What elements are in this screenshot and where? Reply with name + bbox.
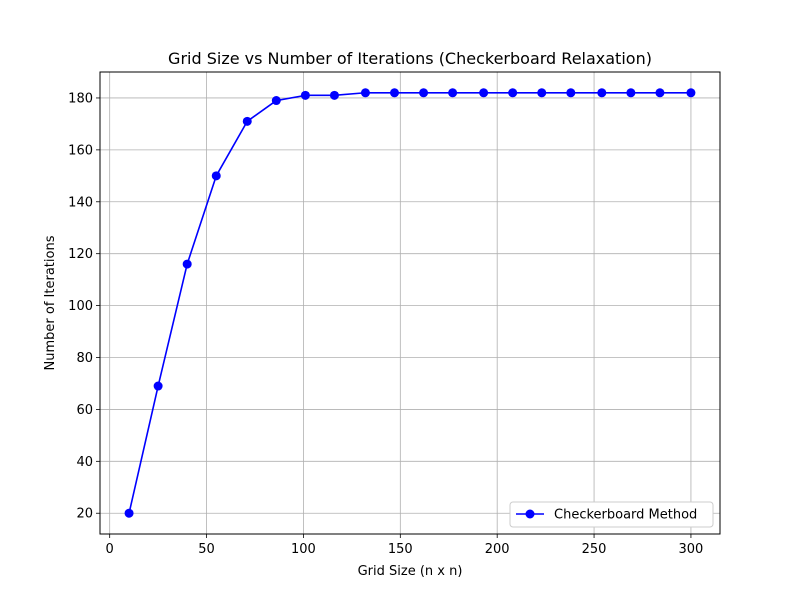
data-point xyxy=(597,88,607,98)
y-tick-label: 180 xyxy=(68,91,93,106)
data-point xyxy=(448,88,458,98)
data-point xyxy=(537,88,547,98)
data-point xyxy=(211,171,221,181)
series-line xyxy=(128,91,691,514)
legend: Checkerboard Method xyxy=(509,501,714,528)
x-tick-label: 100 xyxy=(291,542,316,557)
data-point xyxy=(655,88,665,98)
data-point xyxy=(479,88,489,98)
y-tick-label: 120 xyxy=(68,247,93,262)
data-point xyxy=(390,88,399,98)
data-point xyxy=(360,88,370,98)
x-tick-label: 50 xyxy=(198,542,215,557)
x-tick-label: 150 xyxy=(388,542,413,557)
legend-marker-swatch xyxy=(525,509,535,519)
chart-title: Grid Size vs Number of Iterations (Check… xyxy=(168,49,652,68)
data-point xyxy=(329,90,339,100)
y-tick-label: 60 xyxy=(76,403,93,418)
data-point xyxy=(153,381,163,391)
plot-frame xyxy=(99,71,721,535)
data-point xyxy=(124,508,134,518)
x-tick-label: 300 xyxy=(679,542,704,557)
series-layer xyxy=(124,88,696,518)
y-tick-label: 40 xyxy=(76,455,93,470)
data-point xyxy=(686,88,696,98)
x-axis-ticks: 0 50 100 150 200 250 300 xyxy=(106,534,704,557)
data-point xyxy=(182,259,192,269)
y-tick-label: 140 xyxy=(68,195,93,210)
data-point xyxy=(566,88,576,98)
data-point xyxy=(271,96,281,106)
data-point xyxy=(300,90,310,100)
y-axis-ticks: 20 40 60 80 100 120 140 160 180 xyxy=(68,91,100,522)
y-tick-label: 20 xyxy=(76,507,93,522)
y-tick-label: 100 xyxy=(68,299,93,314)
legend-label: Checkerboard Method xyxy=(554,508,697,523)
x-tick-label: 0 xyxy=(106,542,114,557)
y-tick-label: 160 xyxy=(68,143,93,158)
x-tick-label: 250 xyxy=(582,542,607,557)
legend-box xyxy=(509,501,714,528)
x-tick-label: 200 xyxy=(485,542,510,557)
data-point xyxy=(419,88,429,98)
data-point xyxy=(508,88,518,98)
x-axis-label: Grid Size (n x n) xyxy=(358,564,463,579)
y-axis-label: Number of Iterations xyxy=(43,235,58,370)
y-tick-label: 80 xyxy=(76,351,93,366)
data-point xyxy=(626,88,636,98)
grid-lines xyxy=(100,72,720,534)
data-point xyxy=(242,116,252,126)
